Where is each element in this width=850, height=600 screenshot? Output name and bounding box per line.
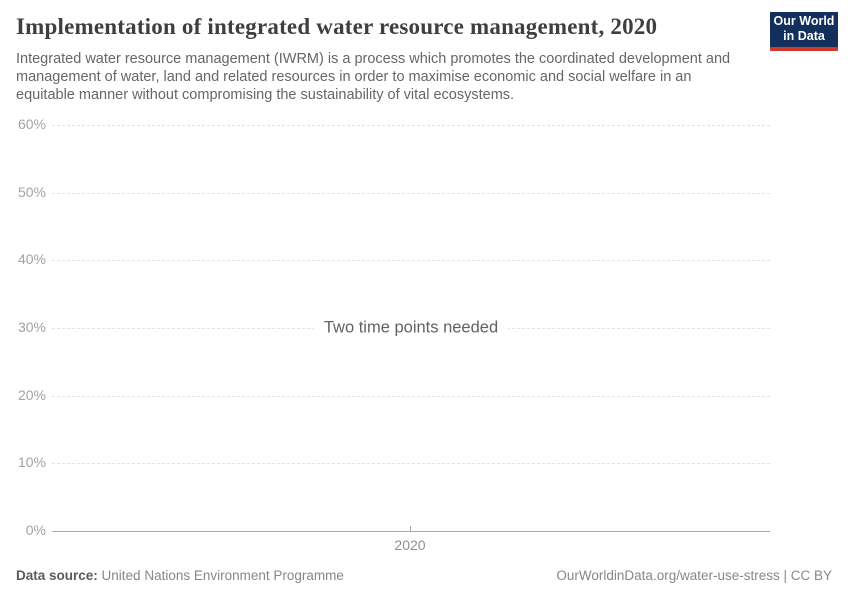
gridline	[52, 193, 770, 194]
gridline	[52, 396, 770, 397]
y-axis-tick-label: 40%	[17, 251, 46, 267]
y-axis-tick-label: 30%	[17, 319, 46, 335]
gridline	[52, 125, 770, 126]
y-axis-tick-label: 50%	[17, 184, 46, 200]
page-title: Implementation of integrated water resou…	[16, 14, 658, 39]
gridline	[52, 260, 770, 261]
y-axis-tick-label: 0%	[25, 522, 46, 538]
data-source-label: Data source:	[16, 568, 98, 583]
y-axis-tick-label: 20%	[17, 387, 46, 403]
data-source-value: United Nations Environment Programme	[101, 568, 344, 583]
gridline	[52, 463, 770, 464]
empty-chart-message: Two time points needed	[313, 315, 509, 341]
owid-logo: Our World in Data	[770, 12, 838, 51]
chart-footer: Data source: United Nations Environment …	[16, 568, 832, 583]
data-source: Data source: United Nations Environment …	[16, 568, 344, 583]
chart-subtitle: Integrated water resource management (IW…	[16, 51, 731, 103]
x-axis-line	[52, 531, 770, 532]
owid-logo-line2: in Data	[783, 29, 825, 43]
owid-logo-line1: Our World	[773, 14, 835, 28]
footer-link[interactable]: OurWorldinData.org/water-use-stress | CC…	[556, 568, 832, 583]
y-axis-tick-label: 10%	[17, 454, 46, 470]
x-axis-tick-mark	[410, 526, 411, 531]
x-axis-tick-label: 2020	[394, 537, 426, 553]
y-axis-tick-label: 60%	[17, 116, 46, 132]
